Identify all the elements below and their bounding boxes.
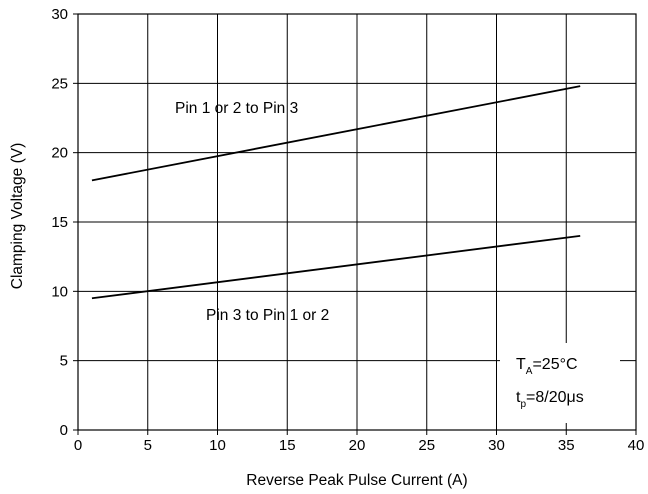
- y-tick-label: 5: [60, 353, 68, 370]
- y-tick-labels: 0 5 10 15 20 25 30: [51, 6, 68, 439]
- pulse-condition: tp=8/20μs: [516, 389, 584, 410]
- x-tick-label: 20: [349, 437, 366, 454]
- x-tick-label: 25: [418, 437, 435, 454]
- y-tick-label: 15: [51, 214, 68, 231]
- x-tick-label: 0: [74, 437, 82, 454]
- y-tick-label: 10: [51, 283, 68, 300]
- y-tick-label: 20: [51, 145, 68, 162]
- series-line-1: [91, 85, 581, 182]
- series-lines: [91, 85, 581, 300]
- annotation-pin3-to-pin12: Pin 3 to Pin 1 or 2: [206, 307, 329, 324]
- x-tick-label: 15: [279, 437, 296, 454]
- annotation-pin12-to-pin3: Pin 1 or 2 to Pin 3: [175, 100, 298, 117]
- conditions-box: [500, 343, 620, 423]
- x-tick-label: 30: [488, 437, 505, 454]
- x-tick-label: 40: [628, 437, 645, 454]
- grid: [73, 13, 637, 435]
- plot-frame: [77, 13, 637, 431]
- y-tick-label: 25: [51, 75, 68, 92]
- temperature-condition: TA=25°C: [516, 356, 578, 377]
- y-tick-label: 0: [60, 422, 68, 439]
- x-tick-label: 10: [209, 437, 226, 454]
- x-axis-label: Reverse Peak Pulse Current (A): [246, 472, 467, 489]
- x-tick-labels: 0 5 10 15 20 25 30 35 40: [74, 437, 645, 454]
- x-tick-label: 5: [144, 437, 152, 454]
- y-tick-label: 30: [51, 6, 68, 23]
- series-line-2: [91, 234, 581, 300]
- x-tick-label: 35: [558, 437, 575, 454]
- y-axis-label: Clamping Voltage (V): [9, 143, 26, 289]
